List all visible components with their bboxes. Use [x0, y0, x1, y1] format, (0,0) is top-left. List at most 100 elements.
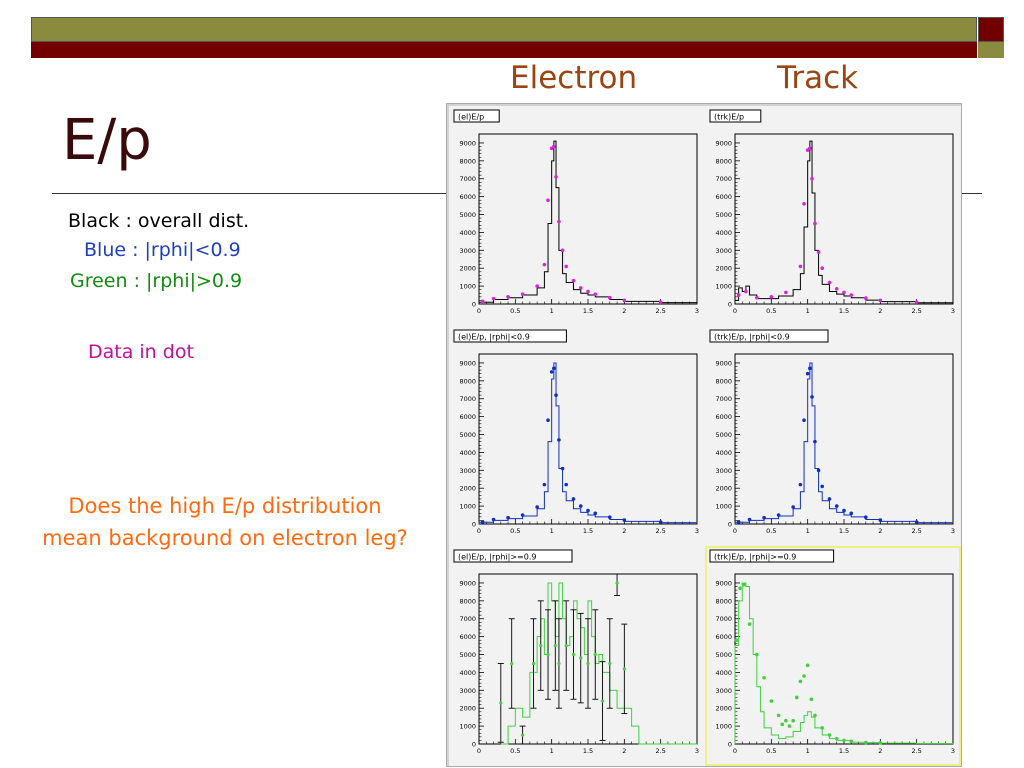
- y-tick-label: 1000: [715, 283, 732, 291]
- data-point: [791, 505, 795, 509]
- data-point: [736, 293, 741, 297]
- plot-frame: [734, 133, 954, 305]
- data-point: [798, 679, 803, 684]
- y-tick-label: 9000: [715, 359, 732, 367]
- data-point: [810, 176, 814, 181]
- data-point: [820, 726, 824, 730]
- chart-title: (el)E/p: [458, 113, 484, 122]
- data-point: [805, 371, 810, 376]
- x-tick-label: 0: [477, 527, 481, 535]
- data-point: [816, 468, 821, 473]
- data-point: [798, 264, 803, 269]
- data-point: [557, 661, 561, 666]
- x-tick-label: 1.5: [839, 747, 849, 755]
- banner-bar-bottom: [31, 42, 977, 58]
- x-tick-label: 3: [695, 307, 699, 315]
- x-tick-label: 2.5: [911, 527, 921, 535]
- y-tick-label: 7000: [459, 175, 476, 183]
- y-tick-label: 2000: [715, 705, 732, 713]
- data-point: [813, 439, 817, 444]
- data-point: [813, 713, 817, 718]
- y-tick-label: 0: [728, 301, 732, 309]
- y-tick-label: 5000: [715, 431, 732, 439]
- data-point: [914, 520, 919, 524]
- chart-svg: (trk)E/p, |rphi|>=0.9 0 1000 2000 3000 4000 50…: [705, 546, 961, 766]
- data-point: [622, 518, 627, 522]
- histogram-canvas: (el)E/p 0 1000 2000 3000 4000 5000 6000 7000 8000…: [446, 103, 962, 767]
- chart-title: (trk)E/p: [714, 113, 744, 122]
- chart-svg: (el)E/p, |rphi|<0.9 0 1000 2000 3000 4000 5000…: [449, 326, 705, 546]
- y-tick-label: 1000: [715, 723, 732, 731]
- x-tick-label: 2: [878, 527, 882, 535]
- slide-title: E/p: [62, 108, 152, 173]
- y-tick-label: 9000: [715, 139, 732, 147]
- x-tick-label: 2: [878, 747, 882, 755]
- x-tick-label: 0: [477, 747, 481, 755]
- x-tick-label: 1: [806, 307, 810, 315]
- data-point: [560, 248, 565, 253]
- data-point: [827, 280, 832, 285]
- chart-title: (trk)E/p, |rphi|>=0.9: [714, 553, 796, 562]
- x-tick-label: 3: [951, 747, 955, 755]
- y-tick-label: 7000: [715, 615, 732, 623]
- y-tick-label: 5000: [715, 651, 732, 659]
- x-tick-label: 1.5: [583, 747, 593, 755]
- x-tick-label: 0: [733, 527, 737, 535]
- data-point: [531, 661, 536, 666]
- y-tick-label: 3000: [715, 687, 732, 695]
- data-point: [506, 515, 510, 520]
- data-point: [546, 652, 550, 657]
- x-tick-label: 0.5: [510, 307, 520, 315]
- data-point: [608, 661, 612, 666]
- y-tick-label: 1000: [715, 503, 732, 511]
- y-tick-label: 8000: [715, 157, 732, 165]
- data-point: [553, 643, 557, 648]
- data-point: [510, 661, 514, 666]
- chart-svg: (trk)E/p, |rphi|<0.9 0 1000 2000 3000 4000 500…: [705, 326, 961, 546]
- banner-corner-square-bottom: [978, 42, 1004, 58]
- x-tick-label: 1: [806, 527, 810, 535]
- data-point: [586, 289, 590, 294]
- x-tick-label: 3: [951, 527, 955, 535]
- y-tick-label: 5000: [459, 431, 476, 439]
- y-tick-label: 5000: [715, 211, 732, 219]
- data-point: [600, 699, 605, 703]
- question-line-2: mean background on electron leg?: [42, 526, 408, 550]
- data-point: [834, 286, 839, 291]
- chart-title-box: [453, 549, 573, 563]
- data-note: Data in dot: [88, 341, 194, 363]
- data-point: [658, 520, 663, 524]
- y-tick-label: 0: [728, 521, 732, 529]
- y-tick-label: 4000: [715, 229, 732, 237]
- y-tick-label: 2000: [715, 485, 732, 493]
- y-tick-label: 6000: [459, 633, 476, 641]
- data-point: [554, 175, 558, 179]
- y-tick-label: 9000: [459, 579, 476, 587]
- x-tick-label: 1: [550, 747, 554, 755]
- data-point: [579, 656, 583, 660]
- data-point: [827, 733, 832, 737]
- y-tick-label: 7000: [459, 615, 476, 623]
- data-point: [755, 295, 759, 300]
- x-tick-label: 2: [622, 747, 626, 755]
- data-point: [834, 736, 839, 741]
- y-tick-label: 4000: [459, 229, 476, 237]
- data-point: [738, 586, 742, 591]
- data-point: [878, 741, 883, 745]
- y-tick-label: 6000: [715, 413, 732, 421]
- data-point: [521, 733, 525, 737]
- x-tick-label: 0.5: [510, 747, 520, 755]
- data-point: [491, 517, 496, 522]
- x-tick-label: 3: [951, 307, 955, 315]
- y-tick-label: 2000: [459, 485, 476, 493]
- data-point: [480, 520, 485, 524]
- data-point: [755, 652, 759, 657]
- data-point: [878, 298, 883, 303]
- data-point: [802, 674, 806, 678]
- data-point: [564, 643, 568, 648]
- y-tick-label: 2000: [715, 265, 732, 273]
- data-point: [802, 418, 806, 423]
- column-header-electron: Electron: [510, 60, 638, 96]
- column-header-track: Track: [777, 60, 859, 96]
- legend-blue: Blue : |rphi|<0.9: [84, 239, 241, 261]
